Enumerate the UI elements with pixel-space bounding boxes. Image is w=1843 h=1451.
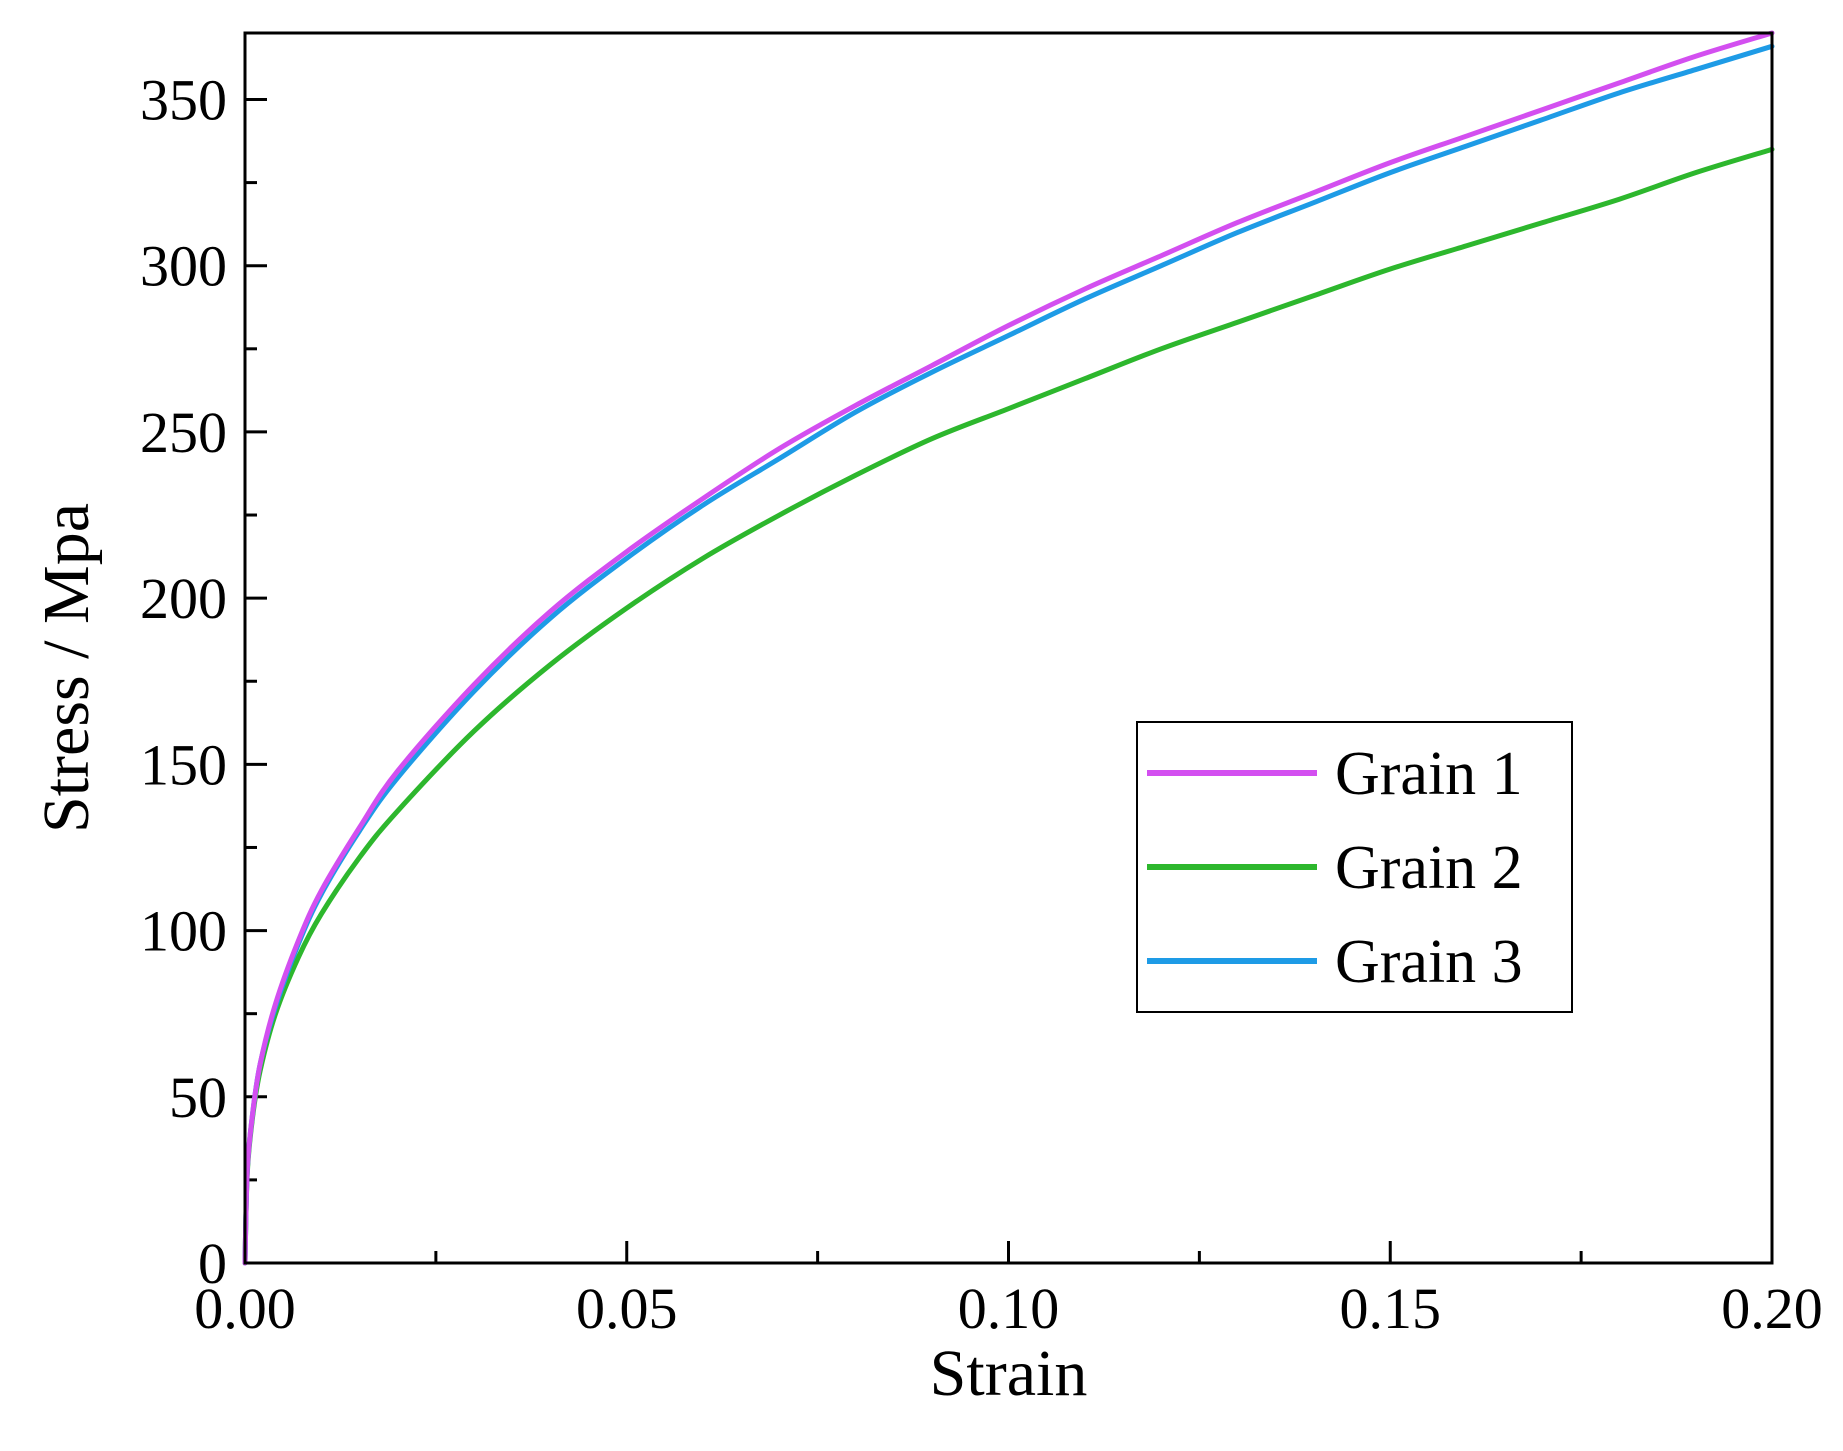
x-tick-label: 0.15	[1340, 1276, 1442, 1341]
y-axis-title: Stress / Mpa	[30, 503, 103, 833]
y-tick-label: 0	[198, 1231, 227, 1296]
series-line-grain-2	[242, 146, 1775, 1266]
series-line-grain-1	[242, 30, 1775, 1266]
x-tick-label: 0.00	[194, 1276, 296, 1341]
x-tick-label: 0.20	[1721, 1276, 1823, 1341]
y-tick-label: 350	[140, 67, 227, 132]
series-lines	[242, 30, 1775, 1266]
y-axis-ticks: 0 50 100 150 200 250 300 350	[140, 67, 267, 1296]
legend-label-grain-2: Grain 2	[1335, 834, 1523, 902]
x-axis-title: Strain	[930, 1337, 1088, 1410]
y-tick-label: 250	[140, 400, 227, 465]
y-tick-label: 150	[140, 732, 227, 797]
legend-label-grain-3: Grain 3	[1335, 928, 1523, 996]
plot-frame	[243, 31, 1774, 1265]
y-tick-label: 50	[169, 1065, 227, 1130]
legend: Grain 1 Grain 2 Grain 3	[1136, 721, 1573, 1013]
x-axis-ticks: 0.00 0.05 0.10 0.15 0.20	[194, 1241, 1823, 1341]
y-tick-label: 200	[140, 566, 227, 631]
x-tick-label: 0.10	[958, 1276, 1060, 1341]
x-tick-label: 0.05	[576, 1276, 678, 1341]
y-tick-label: 100	[140, 899, 227, 964]
legend-label-grain-1: Grain 1	[1335, 740, 1523, 808]
y-tick-label: 300	[140, 234, 227, 299]
